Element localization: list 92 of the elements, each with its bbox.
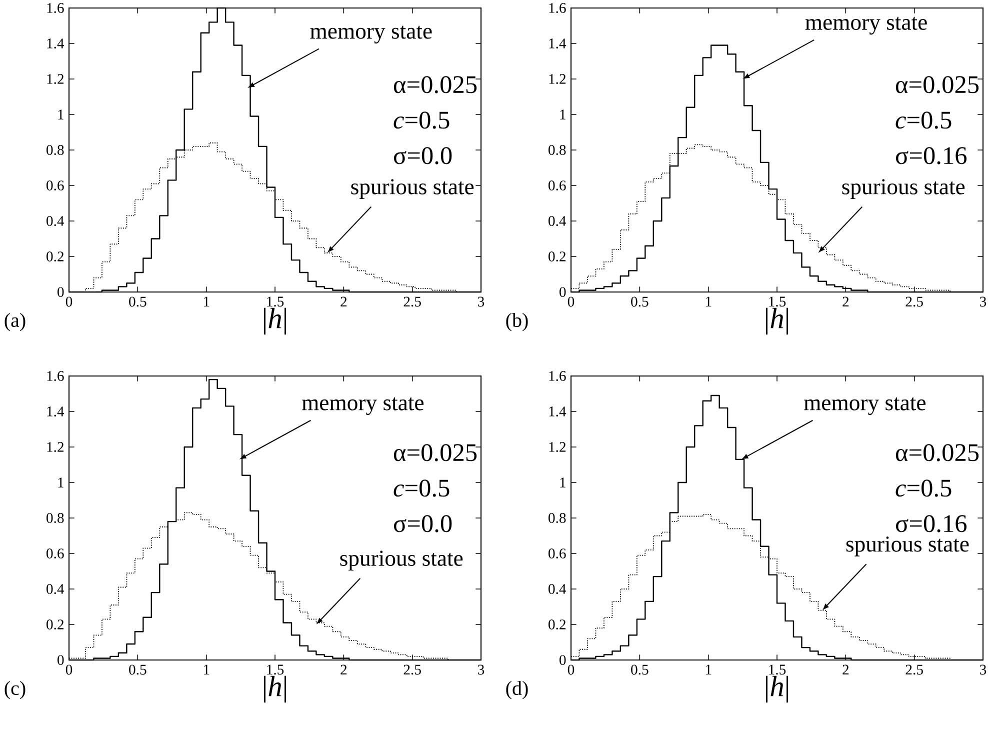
- y-tick-label: 0.4: [548, 584, 566, 594]
- annotation: c=0.5: [394, 112, 450, 129]
- y-tick-label: 0: [560, 655, 566, 665]
- x-tick-label: 3: [980, 296, 986, 307]
- y-tick-label: 0.2: [46, 620, 64, 630]
- annotation: spurious state: [842, 179, 965, 199]
- x-tick-label: 2.5: [404, 296, 421, 307]
- annotation: memory state: [302, 397, 424, 416]
- y-tick-label: 0.6: [548, 180, 566, 190]
- y-tick-label: 0.6: [46, 180, 64, 190]
- y-tick-label: 1.6: [549, 3, 566, 13]
- x-tick-label: 2.5: [906, 664, 923, 675]
- y-tick-label: 0.4: [46, 216, 64, 226]
- y-tick-label: 1.6: [47, 3, 64, 13]
- y-tick-label: 0.6: [46, 548, 64, 558]
- y-tick-label: 0.8: [548, 513, 566, 523]
- annotation: c=0.5: [896, 480, 952, 497]
- x-tick-label: 0.5: [631, 664, 648, 675]
- x-tick-label: 0: [568, 664, 574, 675]
- x-tick-label: 0: [66, 296, 72, 307]
- x-axis-title: |h|: [766, 676, 788, 703]
- annotation: memory state: [804, 397, 926, 416]
- y-tick-label: 1: [58, 478, 64, 488]
- x-tick-label: 2: [842, 296, 849, 306]
- y-tick-label: 0.4: [46, 584, 64, 594]
- y-tick-label: 1: [560, 110, 566, 120]
- annotation: σ=0.0: [394, 515, 452, 532]
- y-tick-label: 0: [560, 287, 566, 297]
- x-tick-label: 0.5: [631, 296, 648, 307]
- annotation: memory state: [310, 26, 432, 44]
- annotation: σ=0.0: [394, 147, 452, 164]
- x-axis-title: |h|: [766, 308, 788, 335]
- x-tick-label: 2: [842, 664, 849, 674]
- y-tick-label: 1.6: [47, 371, 64, 381]
- annotation: c=0.5: [394, 480, 450, 497]
- y-tick-label: 0.8: [46, 513, 64, 523]
- x-tick-label: 1.5: [769, 664, 786, 675]
- x-tick-label: 1: [706, 296, 712, 306]
- text: (b): [506, 312, 528, 332]
- y-tick-label: 1.6: [549, 371, 566, 381]
- x-tick-label: 3: [478, 296, 484, 307]
- annotation: α=0.025: [896, 444, 979, 462]
- x-tick-label: 0.5: [129, 664, 146, 675]
- x-tick-label: 2: [340, 296, 347, 306]
- y-tick-label: 1.4: [47, 406, 64, 416]
- y-tick-label: 0.4: [548, 216, 566, 226]
- x-tick-label: 0: [66, 664, 72, 675]
- y-tick-label: 1: [560, 478, 566, 488]
- annotation: σ=0.16: [896, 147, 967, 164]
- x-tick-label: 0.5: [129, 296, 146, 307]
- y-tick-label: 1.4: [47, 38, 64, 48]
- x-tick-label: 2.5: [404, 664, 421, 675]
- y-tick-label: 1.4: [549, 406, 566, 416]
- x-tick-label: 3: [478, 664, 484, 675]
- x-axis-title: |h|: [264, 676, 286, 703]
- text: (d): [506, 680, 528, 700]
- y-tick-label: 0.8: [46, 145, 64, 155]
- x-tick-label: 2: [340, 664, 347, 674]
- y-tick-label: 1.4: [549, 38, 566, 48]
- x-tick-label: 1.5: [769, 296, 786, 307]
- annotation: spurious state: [351, 179, 474, 199]
- x-axis-title: |h|: [264, 308, 286, 335]
- x-tick-label: 1: [204, 296, 210, 306]
- y-tick-label: 0: [58, 287, 64, 297]
- y-tick-label: 1: [58, 110, 64, 120]
- x-tick-label: 1.5: [267, 664, 284, 675]
- annotation: spurious state: [340, 550, 463, 571]
- annotation: σ=0.16: [896, 515, 967, 532]
- annotation: α=0.025: [896, 76, 979, 94]
- y-tick-label: 1.2: [549, 74, 566, 84]
- annotation: memory state: [805, 16, 927, 35]
- x-tick-label: 1: [204, 664, 210, 674]
- x-tick-label: 1.5: [267, 296, 284, 307]
- x-tick-label: 3: [980, 664, 986, 675]
- y-tick-label: 0.2: [46, 252, 64, 262]
- x-tick-label: 2.5: [906, 296, 923, 307]
- y-tick-label: 0.2: [548, 620, 566, 630]
- text: (a): [4, 312, 26, 332]
- y-tick-label: 1.2: [47, 442, 64, 452]
- x-tick-label: 0: [568, 296, 574, 307]
- y-tick-label: 1.2: [47, 74, 64, 84]
- y-tick-label: 1.2: [549, 442, 566, 452]
- annotation: spurious state: [846, 536, 969, 556]
- y-tick-label: 0.8: [548, 145, 566, 155]
- y-tick-label: 0: [58, 655, 64, 665]
- annotation: c=0.5: [896, 112, 952, 129]
- annotation: α=0.025: [394, 76, 477, 94]
- y-tick-label: 0.2: [548, 252, 566, 262]
- annotation: α=0.025: [394, 444, 477, 462]
- y-tick-label: 0.6: [548, 548, 566, 558]
- text: (c): [4, 680, 26, 700]
- x-tick-label: 1: [706, 664, 712, 674]
